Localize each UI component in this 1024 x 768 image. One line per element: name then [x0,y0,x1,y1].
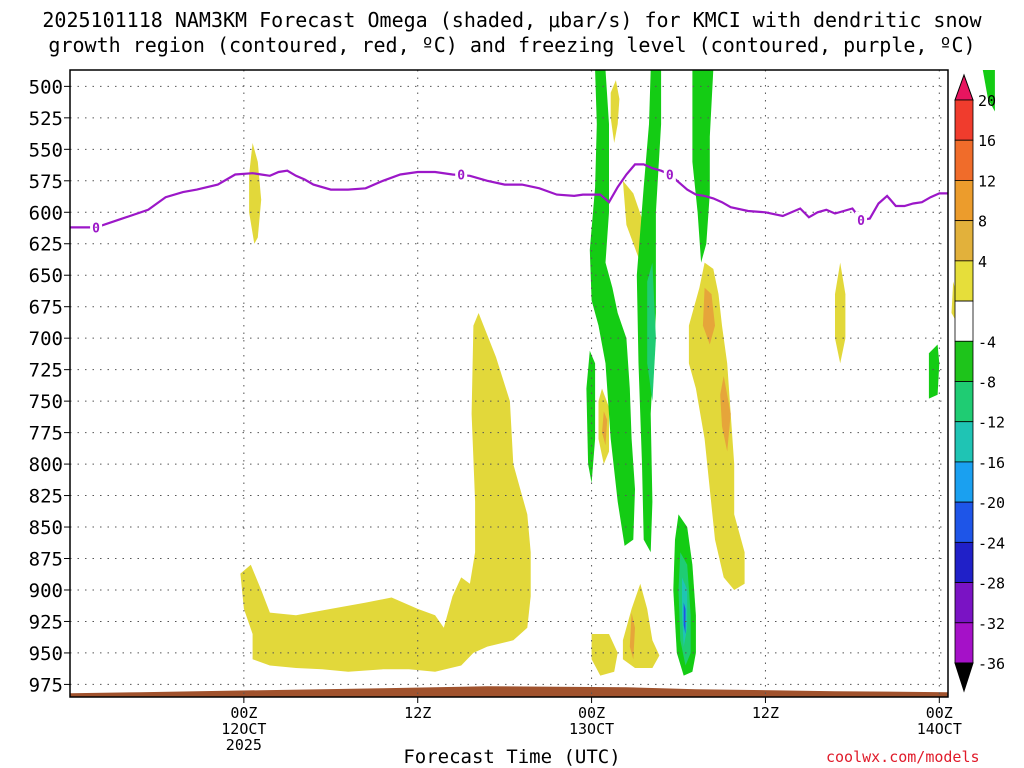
ytick-label: 750 [29,391,63,413]
x-axis-label: Forecast Time (UTC) [403,746,621,768]
colorbar-swatch [954,220,974,262]
colorbar: 20 16 12 8 4 -4 -8 -12 -16 -20 -24 -28 -32 -36 [954,73,1005,693]
xtick-label: 00Z [578,704,605,722]
colorbar-label: -32 [978,615,1005,633]
omega-region-rise-8-b [720,375,731,452]
freezing-label-bg [455,166,468,183]
colorbar-label: -20 [978,494,1005,512]
colorbar-swatch [954,582,974,624]
xtick-label: 12OCT [221,720,266,738]
ytick-label: 775 [29,423,63,445]
colorbar-label: -36 [978,655,1005,673]
colorbar-swatch [954,340,974,382]
ytick-label: 975 [29,674,63,696]
xtick-label: 2025 [226,736,262,754]
credit-link[interactable]: coolwx.com/models [826,748,980,766]
freezing-label-bg [663,166,676,183]
colorbar-swatch [954,421,974,463]
ytick-label: 550 [29,139,63,161]
omega-region-sink-8-a [647,262,656,402]
ytick-label: 575 [29,171,63,193]
ytick-label: 700 [29,328,63,350]
colorbar-swatch [954,461,974,503]
xtick-label: 14OCT [917,720,962,738]
freezing-label-bg [90,219,103,236]
colorbar-top-arrow [954,73,974,101]
ytick-label: 675 [29,297,63,319]
colorbar-swatch [954,139,974,181]
colorbar-label: 16 [978,132,996,150]
colorbar-label: 12 [978,172,996,190]
freezing-level-line [70,163,948,229]
terrain [70,686,948,697]
ytick-label: 600 [29,202,63,224]
colorbar-label: 20 [978,92,996,110]
freezing-level: 0 0 0 0 [70,163,948,236]
ytick-label: 525 [29,108,63,130]
xtick-label: 13OCT [569,720,614,738]
colorbar-label: -4 [978,333,996,351]
chart-title-line1: 2025101118 NAM3KM Forecast Omega (shaded… [42,8,982,32]
omega-region-rise-8-c [602,411,608,446]
omega-shading [240,70,995,676]
ytick-label: 850 [29,517,63,539]
omega-region-rise-low-13oct [591,634,618,676]
y-axis: 500 525 550 575 600 625 650 675 700 725 750 775 800 8… [29,76,70,696]
omega-region-sink-mid [586,350,596,483]
ytick-label: 500 [29,76,63,98]
omega-region-rise-8-d [629,612,635,660]
colorbar-bottom-arrow [954,662,974,693]
terrain-surface [70,686,948,697]
xtick-label: 00Z [926,704,953,722]
colorbar-label: -28 [978,575,1005,593]
colorbar-swatch [954,99,974,141]
freezing-level-label: 0 [92,221,100,236]
colorbar-swatch [954,260,974,302]
ytick-label: 825 [29,486,63,508]
plot-frame [69,69,949,698]
ytick-label: 625 [29,234,63,256]
colorbar-label: -12 [978,414,1005,432]
xtick-label: 12Z [752,704,779,722]
omega-region-sink-top-right [982,70,995,112]
colorbar-label: 8 [978,213,987,231]
colorbar-label: -24 [978,534,1005,552]
ytick-label: 950 [29,643,63,665]
colorbar-swatch [954,622,974,664]
colorbar-label: -16 [978,454,1005,472]
omega-region-sink-1318z [589,70,635,546]
ytick-label: 925 [29,611,63,633]
xtick-label: 00Z [230,704,257,722]
ytick-label: 800 [29,454,63,476]
xtick-label: 12Z [404,704,431,722]
omega-region-sink-1412z [928,344,940,399]
colorbar-swatch [954,180,974,222]
ytick-label: 650 [29,265,63,287]
colorbar-swatch [954,300,974,342]
freezing-level-label: 0 [666,169,674,184]
plot-area: 0 0 0 0 [69,69,995,698]
omega-region-rise-low-12oct [240,313,531,672]
chart-title-line2: growth region (contoured, red, ºC) and f… [48,33,976,57]
colorbar-label: 4 [978,253,987,271]
omega-region-rise-upper-13oct [610,80,620,143]
ytick-label: 900 [29,580,63,602]
omega-region-rise-8-a [702,287,715,345]
freezing-label-bg [855,211,868,228]
colorbar-label: -8 [978,374,996,392]
ytick-label: 725 [29,360,63,382]
omega-region-rise-1330 [688,262,745,590]
freezing-level-label: 0 [457,169,465,184]
freezing-level-label: 0 [857,214,865,229]
colorbar-swatch [954,381,974,423]
colorbar-swatch [954,541,974,583]
ytick-label: 875 [29,549,63,571]
omega-region-rise-00z-12 [249,143,262,244]
colorbar-swatch [954,501,974,543]
omega-region-sink-16 [683,602,686,634]
